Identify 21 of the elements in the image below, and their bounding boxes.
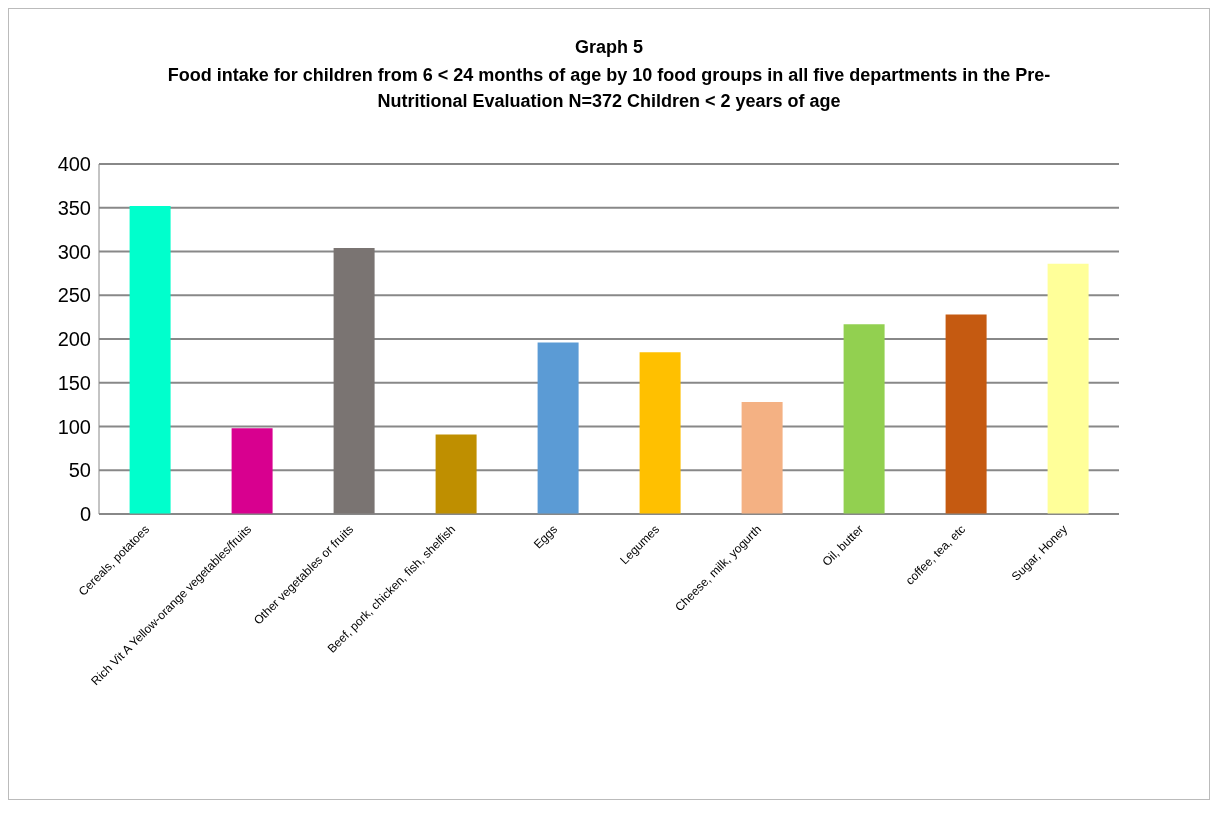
y-tick-label: 0: [79, 503, 91, 526]
bar: [333, 248, 375, 514]
bar: [639, 352, 681, 514]
y-tick-label: 200: [57, 328, 91, 351]
bar: [741, 402, 783, 514]
bar: [945, 314, 987, 514]
bar: [231, 428, 273, 514]
y-tick-label: 100: [57, 415, 91, 438]
y-tick-label: 250: [57, 284, 91, 307]
y-tick-label: 300: [57, 240, 91, 263]
bar: [537, 342, 579, 514]
y-tick-label: 400: [57, 153, 91, 176]
chart-title: Graph 5: [574, 36, 644, 58]
bar: [129, 206, 171, 514]
bar: [843, 324, 885, 514]
y-tick-label: 50: [68, 459, 91, 482]
chart-subtitle: Food intake for children from 6 < 24 months of age by 10 food groups in all five departments in the Pre-Nutritional Evaluation N=372 Children < 2 years of age: [166, 64, 1052, 113]
y-tick-label: 350: [57, 196, 91, 219]
y-tick-label: 150: [57, 371, 91, 394]
bar: [1047, 263, 1089, 514]
bar: [435, 434, 477, 514]
